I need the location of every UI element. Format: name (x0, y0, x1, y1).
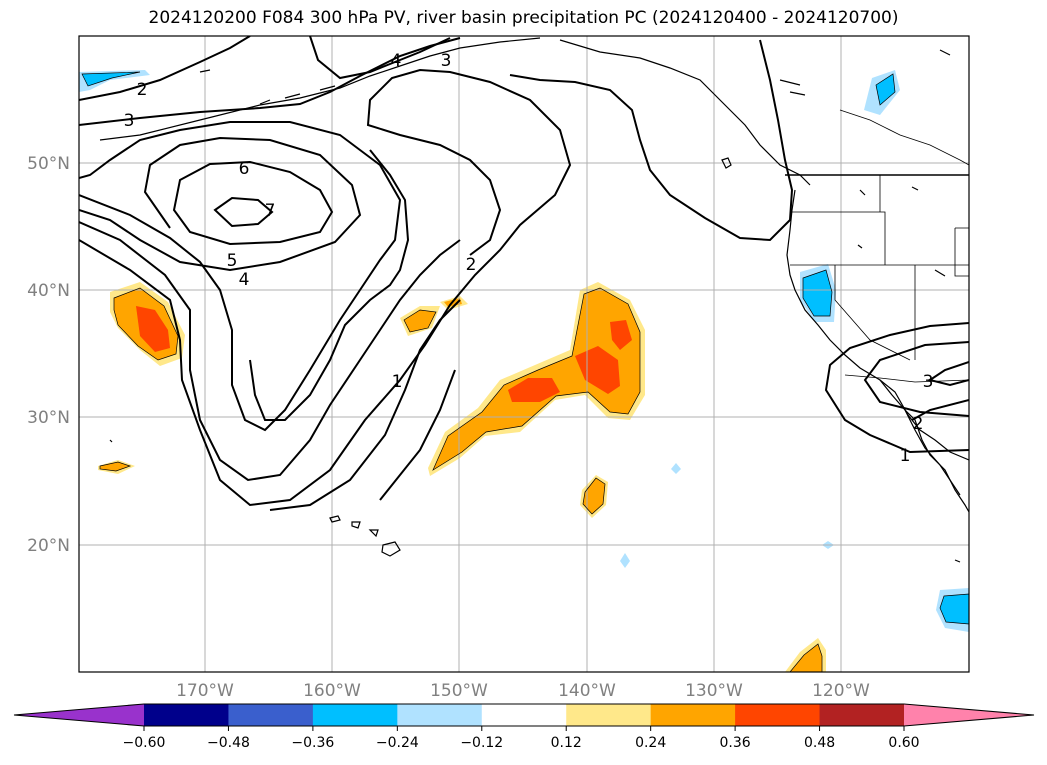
pv-contours (79, 36, 969, 511)
colorbar-tick-label: 0.24 (635, 735, 666, 751)
longitude-labels: 170°W 160°W 150°W 140°W 130°W 120°W (176, 681, 870, 701)
colorbar: −0.60 −0.48 −0.36 −0.24 −0.12 0.12 0.24 0.36 0.4… (13, 703, 1035, 751)
colorbar-tick-label: −0.12 (460, 735, 503, 751)
contour-labels: 2 3 4 3 6 7 5 4 2 1 3 2 1 (124, 51, 934, 466)
contour-label: 6 (239, 159, 250, 179)
colorbar-tick-label: −0.36 (291, 735, 334, 751)
colorbar-tick-label: 0.48 (804, 735, 835, 751)
latitude-labels: 50°N 40°N 30°N 20°N (27, 154, 70, 556)
colorbar-tick-label: −0.60 (123, 735, 166, 751)
colorbar-extend-max (904, 704, 1034, 726)
contour-label: 1 (392, 372, 403, 392)
contour-label: 5 (227, 251, 238, 271)
colorbar-segment (312, 704, 398, 726)
contour-label: 2 (913, 414, 924, 434)
colorbar-tick-label: −0.48 (207, 735, 250, 751)
lat-label: 30°N (27, 408, 70, 428)
lon-label: 140°W (558, 681, 616, 701)
lon-label: 170°W (176, 681, 234, 701)
lat-label: 40°N (27, 281, 70, 301)
colorbar-segment (566, 704, 652, 726)
colorbar-tick-label: 0.12 (551, 735, 582, 751)
colorbar-segment (481, 704, 567, 726)
contour-label: 4 (391, 51, 402, 71)
lat-label: 50°N (27, 154, 70, 174)
lon-label: 150°W (430, 681, 488, 701)
map-area (79, 36, 969, 672)
contour-label: 7 (265, 201, 276, 221)
colorbar-segment (819, 704, 905, 726)
lon-label: 160°W (303, 681, 361, 701)
contour-label: 3 (441, 51, 452, 71)
colorbar-tick-label: 0.36 (720, 735, 751, 751)
colorbar-segment (397, 704, 483, 726)
contour-label: 3 (124, 111, 135, 131)
precip-outlines (81, 71, 969, 672)
lon-label: 120°W (812, 681, 870, 701)
colorbar-tick-label: −0.24 (376, 735, 419, 751)
contour-label: 4 (239, 270, 250, 290)
colorbar-segment (650, 704, 736, 726)
contour-label: 2 (137, 80, 148, 100)
contour-label: 1 (900, 446, 911, 466)
colorbar-extend-min (14, 704, 144, 726)
precip-fills (79, 70, 969, 672)
colorbar-segment (144, 704, 229, 726)
map-frame (78, 35, 970, 673)
contour-label: 2 (466, 255, 477, 275)
contour-label: 3 (923, 372, 934, 392)
lon-label: 130°W (685, 681, 743, 701)
colorbar-segment (735, 704, 821, 726)
map-title: 2024120200 F084 300 hPa PV, river basin … (148, 8, 899, 28)
colorbar-tick-label: 0.60 (888, 735, 919, 751)
lat-label: 20°N (27, 536, 70, 556)
colorbar-segment (228, 704, 314, 726)
